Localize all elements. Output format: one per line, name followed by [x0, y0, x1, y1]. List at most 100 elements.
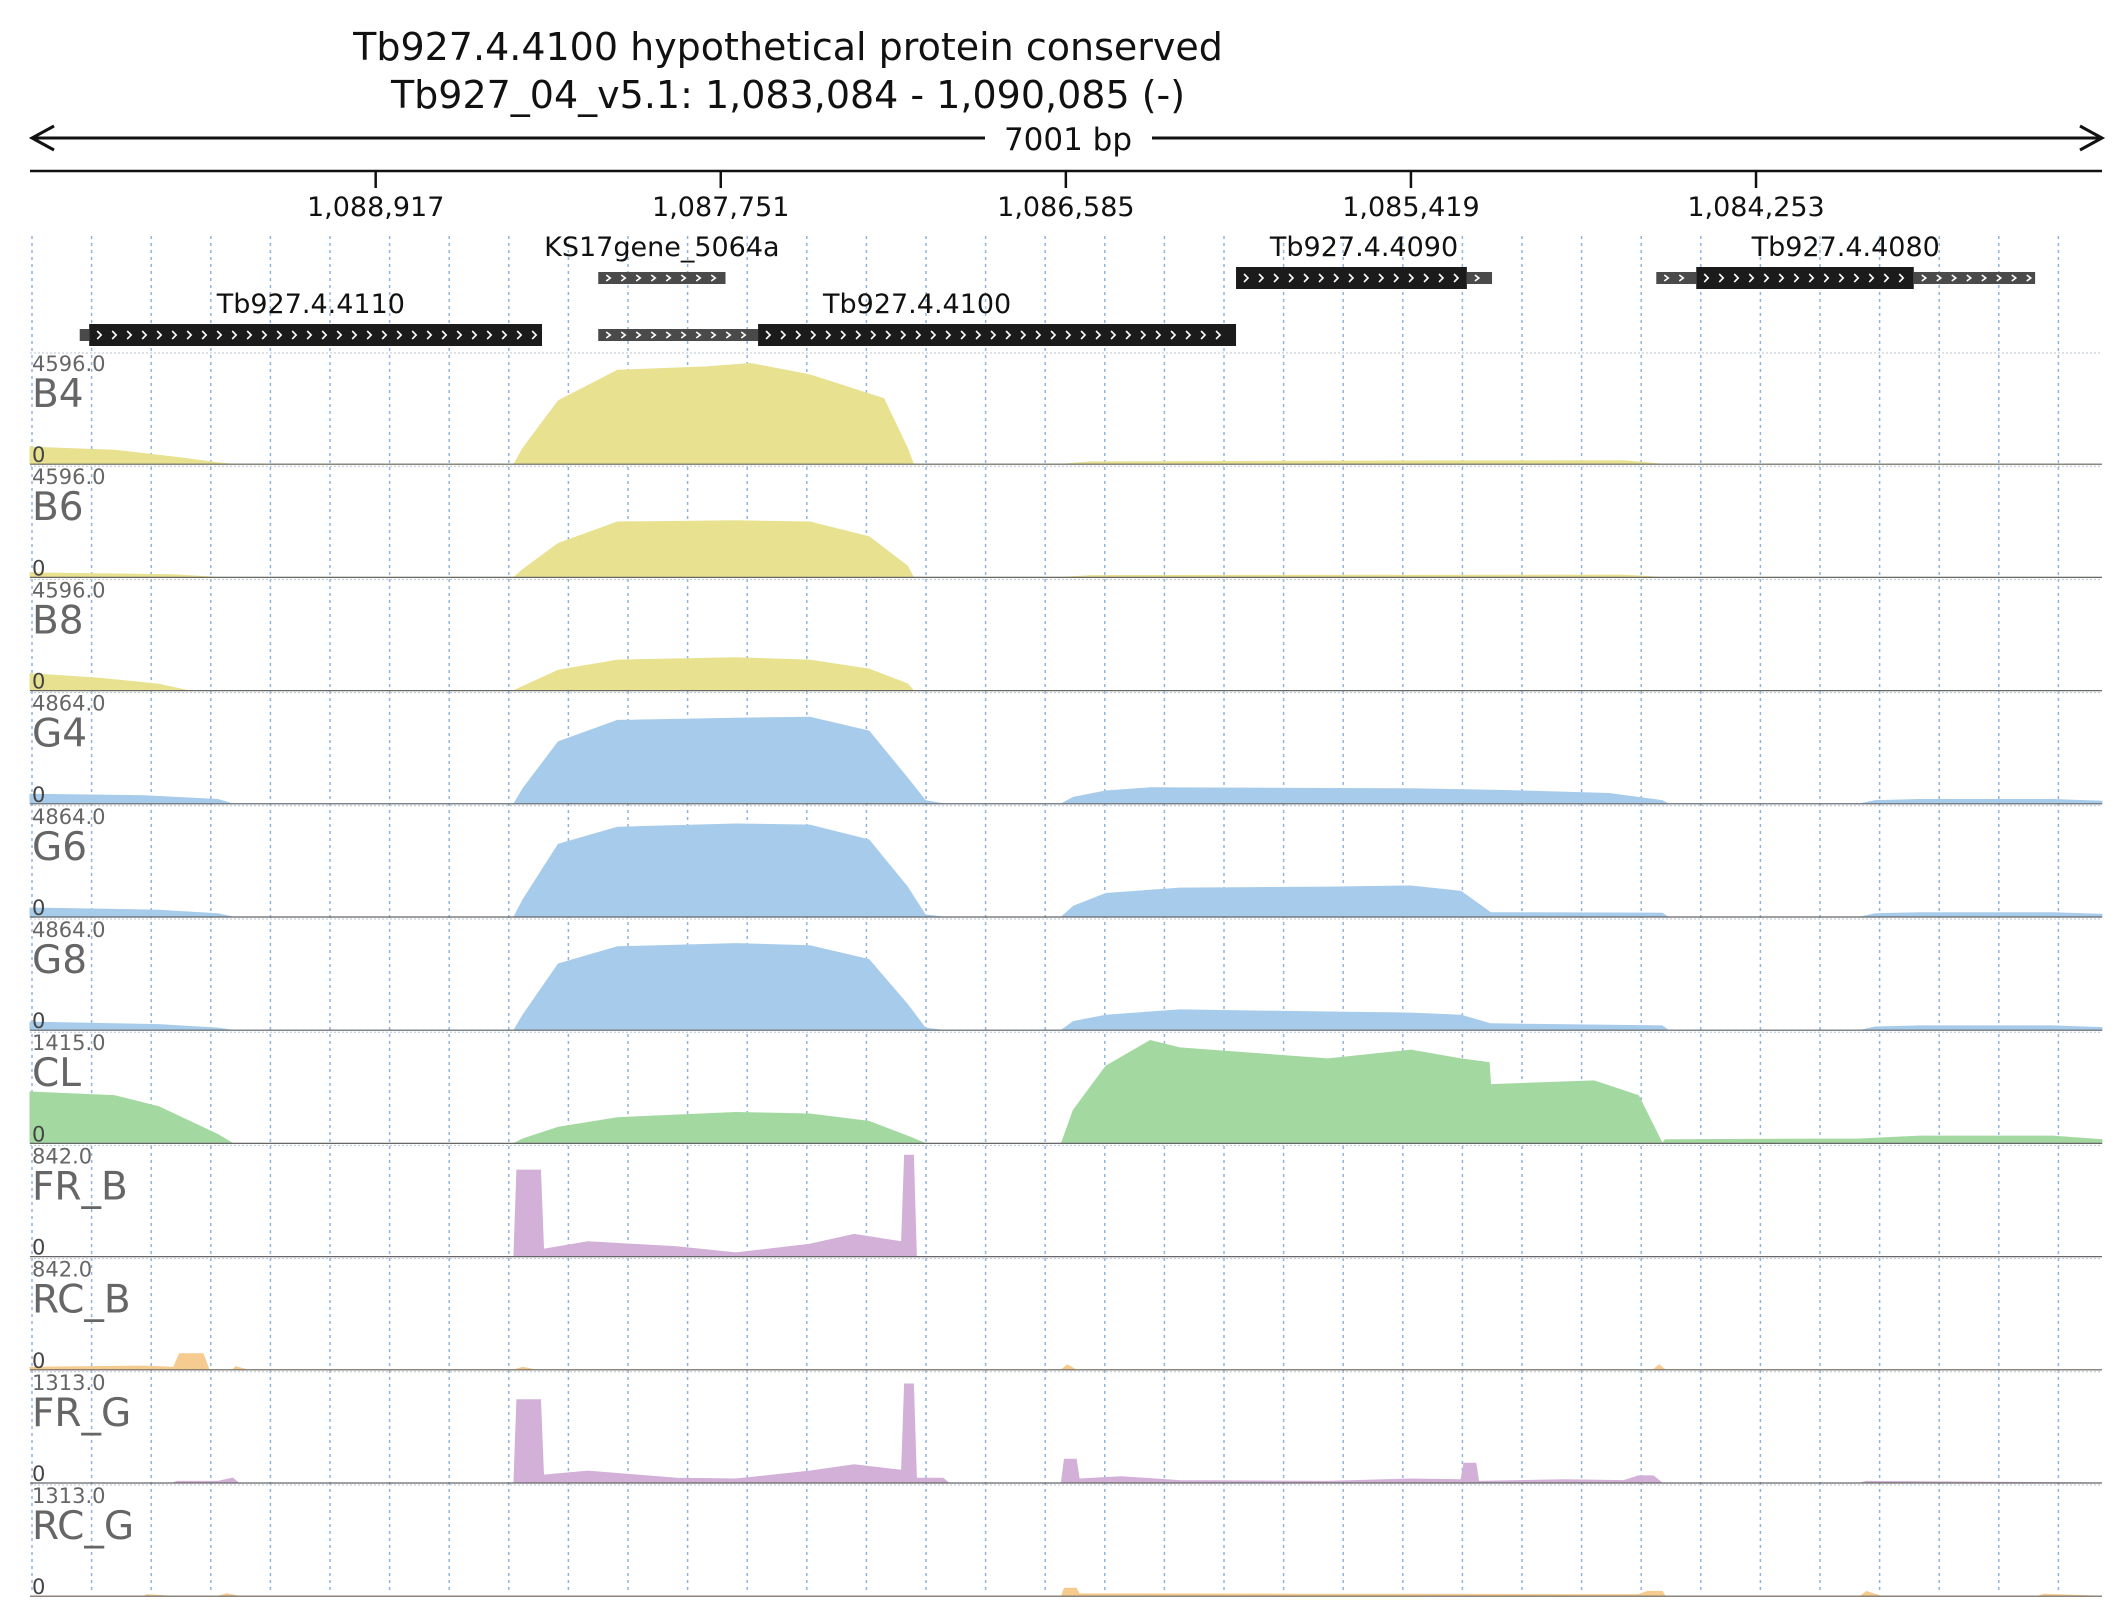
track-min-label: 0 [32, 1122, 45, 1146]
track-max-label: 4864.0 [32, 692, 105, 716]
strand-chevron [1200, 330, 1207, 340]
strand-chevron [141, 330, 148, 340]
gene-label: Tb927.4.4110 [216, 289, 405, 320]
strand-chevron [1853, 273, 1860, 283]
strand-chevron [2011, 274, 2018, 282]
strand-chevron [1898, 273, 1905, 283]
strand-chevron [1020, 330, 1027, 340]
strand-chevron [1288, 273, 1295, 283]
strand-chevron [1258, 273, 1265, 283]
strand-chevron [650, 274, 657, 282]
strand-chevron [915, 330, 922, 340]
strand-chevron [126, 330, 133, 340]
coverage-area [29, 823, 2103, 918]
track-min-label: 0 [32, 1009, 45, 1033]
coverage-area [29, 716, 2103, 805]
strand-chevron [1474, 274, 1481, 282]
strand-chevron [1170, 330, 1177, 340]
strand-chevron [855, 330, 862, 340]
track-name-label: B8 [32, 598, 84, 643]
track-b4: 4596.0B4 0 [29, 352, 2102, 467]
strand-chevron [1185, 330, 1192, 340]
strand-chevron [930, 330, 937, 340]
strand-chevron [111, 330, 118, 340]
strand-chevron [336, 330, 343, 340]
strand-chevron [990, 330, 997, 340]
strand-chevron [201, 330, 208, 340]
track-max-label: 1415.0 [32, 1031, 105, 1055]
gene-model[interactable]: Tb927.4.4080 [1656, 232, 2036, 289]
strand-chevron [156, 330, 163, 340]
strand-chevron [1408, 273, 1415, 283]
strand-chevron [1718, 273, 1725, 283]
strand-chevron [381, 330, 388, 340]
track-max-label: 842.0 [32, 1258, 92, 1282]
title-line-2: Tb927_04_v5.1: 1,083,084 - 1,090,085 (-) [390, 73, 1185, 117]
track-name-label: FR_B [32, 1164, 128, 1209]
gene-utr-block [1913, 272, 2036, 284]
strand-chevron [765, 330, 772, 340]
gene-cds-block [1696, 267, 1914, 289]
strand-chevron [945, 330, 952, 340]
strand-chevron [186, 330, 193, 340]
strand-chevron [1733, 273, 1740, 283]
strand-chevron [1793, 273, 1800, 283]
strand-chevron [1703, 273, 1710, 283]
strand-chevron [441, 330, 448, 340]
strand-chevron [665, 331, 672, 339]
strand-chevron [1966, 274, 1973, 282]
strand-chevron [665, 274, 672, 282]
gene-model[interactable]: Tb927.4.4110 [79, 289, 543, 346]
span-ruler: 7001 bp [28, 122, 2106, 158]
span-arrow-right-head [2079, 124, 2106, 152]
track-max-label: 4596.0 [32, 352, 105, 376]
strand-chevron [680, 274, 687, 282]
track-name-label: B4 [32, 372, 84, 417]
track-rc-g: 1313.0RC_G 0 [30, 1484, 2103, 1599]
gene-cds-block [89, 324, 543, 346]
strand-chevron [810, 330, 817, 340]
strand-chevron [411, 330, 418, 340]
gene-model[interactable]: KS17gene_5064a [544, 232, 780, 284]
gridlines [31, 236, 2060, 1592]
strand-chevron [1921, 274, 1928, 282]
strand-chevron [1808, 273, 1815, 283]
strand-chevron [1273, 273, 1280, 283]
track-min-label: 0 [32, 896, 45, 920]
gene-label: Tb927.4.4080 [1751, 232, 1940, 263]
strand-chevron [635, 274, 642, 282]
track-name-label: FR_G [32, 1391, 131, 1436]
strand-chevron [840, 330, 847, 340]
coordinate-axis: 1,088,917 1,087,751 1,086,585 1,085,419 1,08… [30, 169, 2102, 223]
coverage-area [29, 657, 2102, 692]
strand-chevron [1318, 273, 1325, 283]
gene-label: Tb927.4.4100 [822, 289, 1011, 320]
strand-chevron [1438, 273, 1445, 283]
track-b6: 4596.0B6 0 [29, 465, 2102, 580]
strand-chevron [1423, 273, 1430, 283]
track-max-label: 842.0 [32, 1144, 92, 1168]
strand-chevron [1678, 274, 1685, 282]
gene-label: KS17gene_5064a [544, 232, 779, 263]
gene-model[interactable]: Tb927.4.4090 [1236, 232, 1493, 289]
gene-model[interactable]: Tb927.4.4100 [598, 289, 1237, 346]
coverage-area [30, 1587, 2103, 1597]
track-min-label: 0 [32, 670, 45, 694]
gene-utr-block [79, 329, 90, 341]
track-min-label: 0 [32, 443, 45, 467]
strand-chevron [1763, 273, 1770, 283]
track-cl: 1415.0CL 0 [29, 1031, 2103, 1146]
strand-chevron [795, 330, 802, 340]
strand-chevron [471, 330, 478, 340]
strand-chevron [900, 330, 907, 340]
strand-chevron [1663, 274, 1670, 282]
tick-label: 1,085,419 [1342, 192, 1479, 223]
strand-chevron [366, 330, 373, 340]
track-min-label: 0 [32, 1575, 45, 1599]
strand-chevron [1303, 273, 1310, 283]
track-min-label: 0 [32, 783, 45, 807]
track-fr-b: 842.0FR_B 0 [30, 1144, 2102, 1260]
coverage-area [29, 362, 2102, 465]
strand-chevron [1981, 274, 1988, 282]
